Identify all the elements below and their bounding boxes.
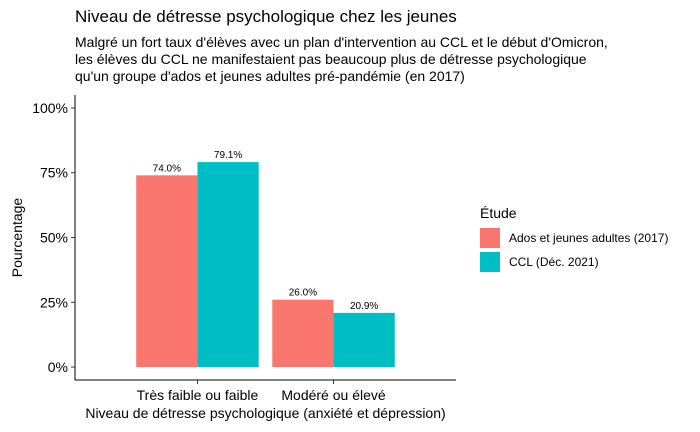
data-label: 20.9% xyxy=(350,301,378,312)
legend-title: Étude xyxy=(480,205,517,221)
subtitle-line: Malgré un fort taux d'élèves avec un pla… xyxy=(75,34,608,50)
data-label: 26.0% xyxy=(289,288,317,299)
chart-title: Niveau de détresse psychologique chez le… xyxy=(75,7,457,26)
bar xyxy=(136,175,198,368)
legend-key xyxy=(480,228,500,248)
legend-label: Ados et jeunes adultes (2017) xyxy=(509,231,668,245)
legend-label: CCL (Déc. 2021) xyxy=(509,255,599,269)
subtitle-line: les élèves du CCL ne manifestaient pas b… xyxy=(75,51,587,67)
y-tick-label: 50% xyxy=(40,230,68,246)
y-tick-label: 100% xyxy=(32,100,68,116)
y-tick-label: 25% xyxy=(40,294,68,310)
data-label: 79.1% xyxy=(214,150,242,161)
bar xyxy=(272,299,334,368)
subtitle-line: qu'un groupe d'ados et jeunes adultes pr… xyxy=(75,68,465,84)
y-tick-label: 75% xyxy=(40,165,68,181)
chart-subtitle: Malgré un fort taux d'élèves avec un pla… xyxy=(75,34,608,85)
y-tick-label: 0% xyxy=(48,359,68,375)
bar xyxy=(333,312,395,368)
x-tick-label: Modéré ou élevé xyxy=(281,387,386,403)
x-tick-label: Très faible ou faible xyxy=(137,387,259,403)
data-label: 74.0% xyxy=(153,163,181,174)
legend-key xyxy=(480,252,500,272)
bar xyxy=(197,162,259,368)
x-axis-title: Niveau de détresse psychologique (anxiét… xyxy=(85,405,445,421)
y-axis-title: Pourcentage xyxy=(9,198,25,278)
